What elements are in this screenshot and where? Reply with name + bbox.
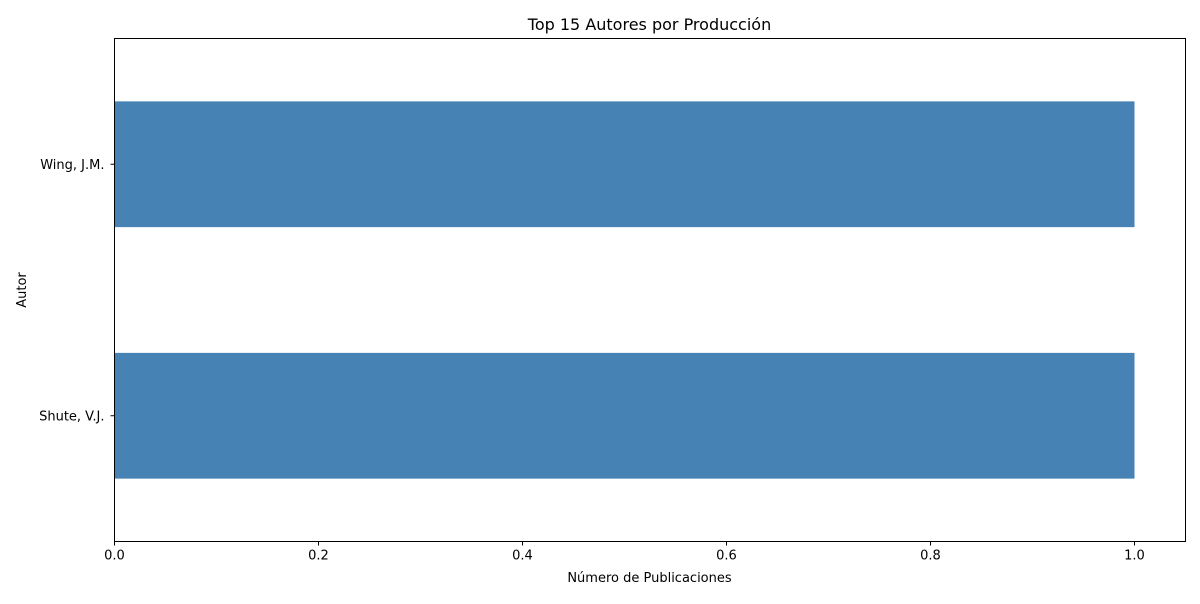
x-tick-label: 1.0 xyxy=(1124,549,1145,564)
x-tick-label: 0.8 xyxy=(920,549,941,564)
bar xyxy=(114,101,1135,228)
x-tick-label: 0.2 xyxy=(308,549,329,564)
x-axis-ticks: 0.0 0.2 0.4 0.6 0.8 1.0 xyxy=(104,541,1145,564)
y-tick-label: Shute, V.J. xyxy=(39,409,104,424)
bars-layer xyxy=(114,101,1135,479)
y-tick-label: Wing, J.M. xyxy=(40,158,104,173)
x-axis-label: Número de Publicaciones xyxy=(567,571,732,586)
bar xyxy=(114,352,1135,479)
chart-title: Top 15 Autores por Producción xyxy=(527,15,771,34)
plot-area-frame xyxy=(114,38,1186,542)
y-axis-ticks: Shute, V.J. Wing, J.M. xyxy=(39,158,115,424)
x-tick-label: 0.6 xyxy=(716,549,737,564)
x-tick-label: 0.4 xyxy=(512,549,533,564)
y-axis-label: Autor xyxy=(15,272,30,308)
x-tick-label: 0.0 xyxy=(104,549,125,564)
